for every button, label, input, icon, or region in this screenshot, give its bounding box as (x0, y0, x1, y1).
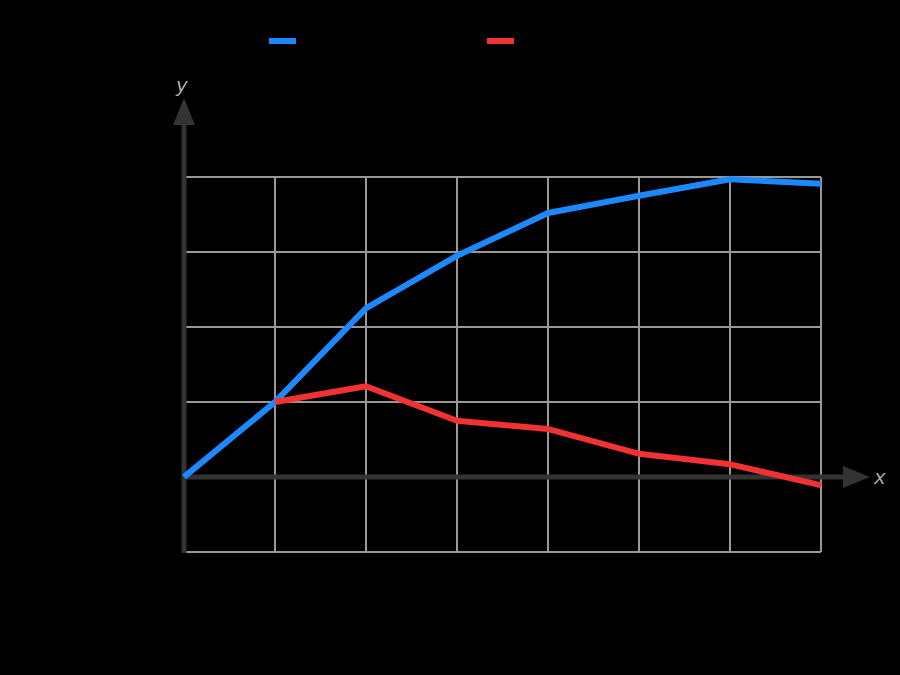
y-axis-label: y (175, 73, 189, 97)
legend-swatch-series-1 (269, 38, 296, 44)
legend-swatch-series-2 (487, 38, 514, 44)
x-axis-label: x (873, 465, 886, 489)
x-axis-arrow-icon (843, 466, 870, 488)
series-line-1 (182, 176, 822, 480)
y-axis-arrow-icon (173, 98, 195, 125)
series-line-2 (274, 383, 822, 489)
